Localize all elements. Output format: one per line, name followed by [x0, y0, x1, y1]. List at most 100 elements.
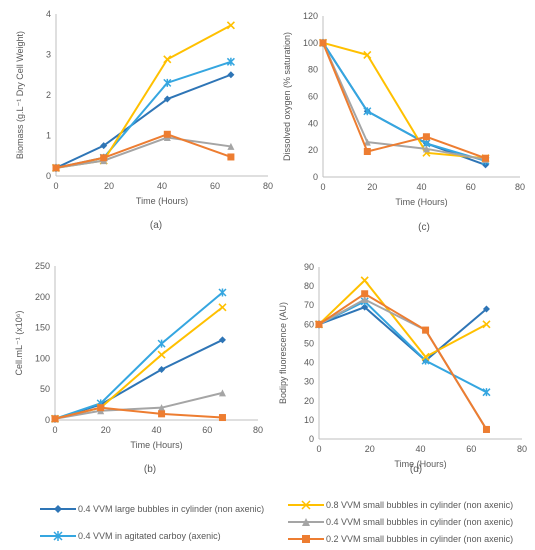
- data-point: [163, 78, 172, 87]
- data-point: [421, 352, 430, 361]
- data-point: [157, 350, 166, 359]
- data-point: [218, 336, 226, 344]
- series-orange: [315, 290, 490, 433]
- data-point: [361, 295, 369, 303]
- data-point: [319, 39, 327, 47]
- series-line: [54, 391, 223, 420]
- series-gray: [52, 134, 235, 172]
- x-axis-title: Time (Hours): [130, 440, 182, 450]
- legend-label: 0.4 VVM small bubbles in cylinder (non a…: [326, 517, 514, 527]
- x-tick-label: 60: [466, 182, 476, 192]
- series-line: [318, 305, 488, 362]
- data-point: [158, 410, 166, 418]
- x-tick-label: 60: [466, 444, 476, 454]
- x-tick-label: 20: [365, 444, 375, 454]
- y-tick-label: 50: [304, 338, 314, 348]
- y-tick-label: 0: [46, 171, 51, 181]
- series-line: [322, 42, 486, 160]
- legend-line-marker-star-icon: [40, 531, 76, 541]
- y-tick-label: 90: [304, 262, 314, 272]
- panel-caption: (a): [150, 220, 162, 231]
- data-point: [97, 404, 105, 412]
- series-line: [55, 73, 232, 169]
- x-tick-label: 80: [253, 425, 263, 435]
- series-orange: [319, 39, 490, 162]
- x-axis-title: Time (Hours): [394, 459, 446, 469]
- x-tick-label: 20: [104, 181, 114, 191]
- data-point: [361, 303, 369, 311]
- data-point: [52, 164, 60, 172]
- x-tick-label: 0: [320, 182, 325, 192]
- data-point: [227, 153, 235, 161]
- series-line: [54, 291, 224, 420]
- legend-line-marker-square-icon: [288, 535, 324, 543]
- legend-label: 0.8 VVM small bubbles in cylinder (non a…: [326, 500, 514, 510]
- x-tick-label: 40: [415, 444, 425, 454]
- panel-caption: (b): [144, 464, 156, 475]
- legend-line-marker-triangle-icon: [288, 518, 324, 526]
- y-tick-label: 80: [308, 65, 318, 75]
- series-line: [322, 42, 486, 162]
- x-axis-title: Time (Hours): [136, 196, 188, 206]
- data-point: [158, 365, 166, 373]
- data-point: [227, 142, 235, 150]
- series-line: [322, 41, 486, 160]
- series-line: [318, 278, 487, 359]
- y-tick-label: 100: [35, 353, 50, 363]
- data-point: [363, 148, 371, 156]
- y-axis-title: Dissolved oxygen (% saturation): [282, 32, 292, 161]
- x-axis-title: Time (Hours): [395, 197, 447, 207]
- y-axis-title: Cell.mL⁻¹ (x10⁶): [14, 311, 24, 376]
- data-point: [100, 142, 108, 150]
- series-line: [318, 298, 488, 430]
- y-tick-label: 20: [308, 145, 318, 155]
- y-tick-label: 50: [40, 384, 50, 394]
- y-axis-title: Bodipy fluorescence (AU): [278, 302, 288, 404]
- x-tick-label: 80: [515, 182, 525, 192]
- y-tick-label: 250: [35, 261, 50, 271]
- data-point: [100, 154, 108, 162]
- series-yellow: [50, 303, 227, 423]
- x-tick-label: 40: [157, 181, 167, 191]
- y-tick-label: 100: [303, 38, 318, 48]
- x-tick-label: 0: [316, 444, 321, 454]
- panel-caption: (d): [410, 464, 422, 475]
- x-tick-label: 20: [101, 425, 111, 435]
- series-gray: [319, 39, 490, 164]
- legend: 0.4 VVM large bubbles in cylinder (non a…: [0, 488, 535, 550]
- data-point: [163, 130, 171, 138]
- x-tick-label: 40: [416, 182, 426, 192]
- data-point: [363, 50, 372, 59]
- series-line: [55, 133, 232, 169]
- x-tick-label: 80: [517, 444, 527, 454]
- series-line: [318, 292, 488, 430]
- y-tick-label: 150: [35, 323, 50, 333]
- data-point: [51, 415, 59, 423]
- series-line: [54, 306, 224, 420]
- y-tick-label: 1: [46, 131, 51, 141]
- y-tick-label: 30: [304, 377, 314, 387]
- y-tick-label: 3: [46, 50, 51, 60]
- y-tick-label: 40: [308, 118, 318, 128]
- data-point: [218, 303, 227, 312]
- x-tick-label: 60: [202, 425, 212, 435]
- data-point: [163, 55, 172, 64]
- y-tick-label: 0: [313, 172, 318, 182]
- series-agitated: [50, 288, 227, 423]
- data-point: [363, 107, 372, 116]
- data-point: [482, 425, 490, 433]
- legend-line-marker-diamond-icon: [40, 505, 76, 513]
- x-tick-label: 0: [53, 181, 58, 191]
- data-point: [422, 326, 430, 334]
- data-point: [218, 389, 226, 397]
- series-large_cyl: [319, 39, 490, 169]
- y-tick-label: 20: [304, 396, 314, 406]
- data-point: [360, 276, 369, 285]
- series-line: [55, 60, 232, 169]
- data-point: [218, 288, 227, 297]
- series-orange: [51, 404, 226, 423]
- data-point: [482, 305, 490, 313]
- y-tick-label: 0: [45, 415, 50, 425]
- data-point: [361, 290, 369, 298]
